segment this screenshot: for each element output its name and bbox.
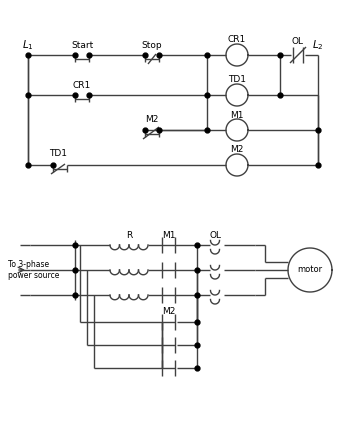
Text: TD1: TD1 bbox=[49, 148, 67, 157]
Text: M1: M1 bbox=[230, 111, 244, 120]
Text: CR1: CR1 bbox=[228, 36, 246, 45]
Text: CR1: CR1 bbox=[73, 81, 91, 89]
Text: Start: Start bbox=[71, 41, 93, 50]
Text: OL: OL bbox=[209, 231, 221, 240]
Text: R: R bbox=[126, 231, 132, 240]
Text: M2: M2 bbox=[162, 307, 175, 316]
Text: motor: motor bbox=[297, 265, 323, 274]
Text: Stop: Stop bbox=[142, 41, 162, 50]
Text: $L_2$: $L_2$ bbox=[312, 38, 324, 52]
Text: M2: M2 bbox=[230, 145, 244, 154]
Text: $L_1$: $L_1$ bbox=[22, 38, 34, 52]
Text: M2: M2 bbox=[145, 115, 159, 125]
Text: TD1: TD1 bbox=[228, 75, 246, 84]
Text: To 3-phase
power source: To 3-phase power source bbox=[8, 260, 59, 280]
Text: OL: OL bbox=[292, 36, 304, 45]
Text: M1: M1 bbox=[162, 231, 175, 240]
